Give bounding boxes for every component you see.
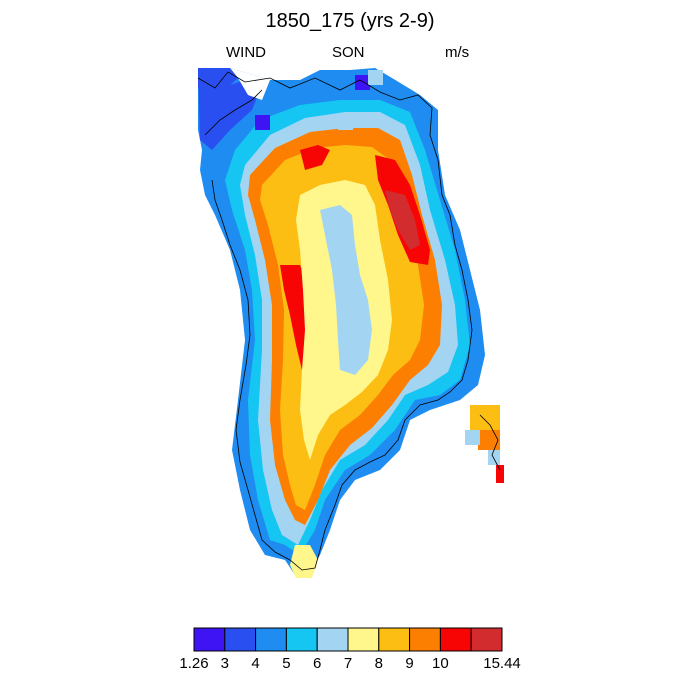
cell-east-island [496, 465, 504, 483]
cell-violet [355, 75, 370, 90]
colorbar-tick-label: 1.26 [179, 655, 209, 672]
colorbar-tick-label: 9 [405, 655, 414, 672]
colorbar-tick-label: 7 [343, 655, 353, 672]
units-label: m/s [445, 44, 470, 61]
colorbar-tick-label: 10 [432, 655, 449, 672]
region-core [320, 205, 372, 375]
colorbar-swatch [409, 627, 441, 652]
cell-violet [255, 115, 270, 130]
colorbar-swatch [378, 627, 411, 652]
colorbar-tick-label: 5 [282, 655, 291, 672]
cell-east-island [488, 450, 500, 465]
cell-lightblue [338, 115, 353, 130]
cell-lightblue [368, 70, 383, 85]
season-label: SON [332, 44, 365, 61]
coastline [197, 71, 473, 571]
colorbar-tick-label: 15.44 [483, 655, 521, 672]
coastline-nw [204, 89, 263, 136]
colorbar-swatch [316, 627, 349, 652]
region-south-tip [290, 545, 318, 578]
region-nw-top [198, 68, 238, 95]
colorbar-tick-label: 8 [374, 655, 383, 672]
colorbar-tick-label: 4 [251, 655, 260, 672]
colorbar-swatch [193, 627, 226, 652]
plot-title: 1850_175 (yrs 2-9) [265, 10, 435, 32]
colorbar-swatch [470, 627, 503, 652]
colorbar-tick-label: 3 [220, 655, 229, 672]
cell-east-island [470, 405, 500, 430]
region-red-north [300, 145, 330, 170]
colorbar-swatch [347, 627, 380, 652]
colorbar-swatch [255, 627, 287, 652]
region-darkred-east [385, 190, 420, 250]
variable-label: WIND [226, 44, 266, 61]
cell-east-island [478, 430, 500, 450]
colorbar-tick-label: 6 [313, 655, 322, 672]
colorbar-swatch [224, 627, 257, 652]
coastline-east [479, 414, 501, 471]
colorbar-swatch [285, 627, 318, 652]
colorbar-swatch [439, 627, 472, 652]
cell-east-island [465, 430, 480, 445]
